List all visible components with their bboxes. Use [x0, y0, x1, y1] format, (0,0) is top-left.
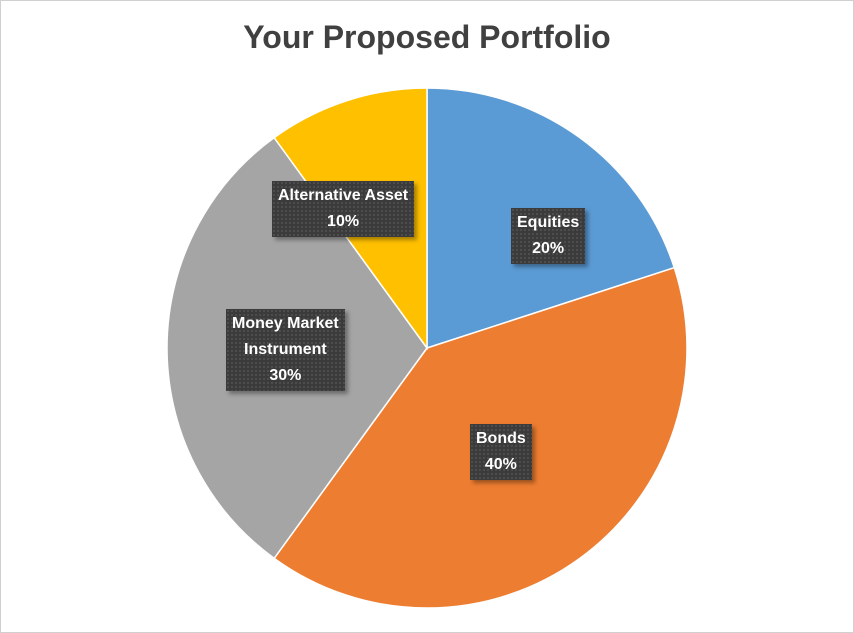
data-label-money-market-instrument: Money Market Instrument 30% [226, 309, 345, 391]
chart-title: Your Proposed Portfolio [243, 19, 611, 55]
data-label-equities: Equities 20% [511, 208, 586, 264]
data-label-alternative-asset: Alternative Asset 10% [272, 181, 415, 237]
data-label-bonds: Bonds 40% [470, 424, 532, 480]
